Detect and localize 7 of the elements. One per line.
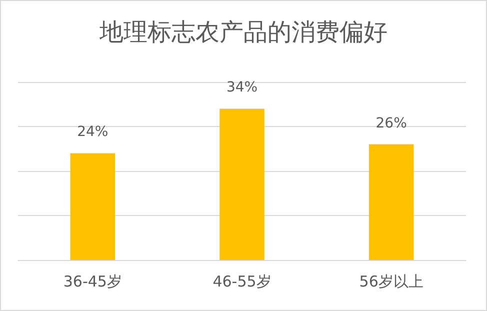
x-tick-label: 36-45岁 <box>63 272 122 290</box>
chart-title: 地理标志农产品的消费偏好 <box>98 18 388 46</box>
x-tick-label: 56岁以上 <box>359 272 424 290</box>
data-label: 26% <box>376 115 407 132</box>
x-tick-label: 46-55岁 <box>212 272 272 290</box>
data-label: 34% <box>226 80 258 96</box>
data-label: 24% <box>77 124 108 140</box>
